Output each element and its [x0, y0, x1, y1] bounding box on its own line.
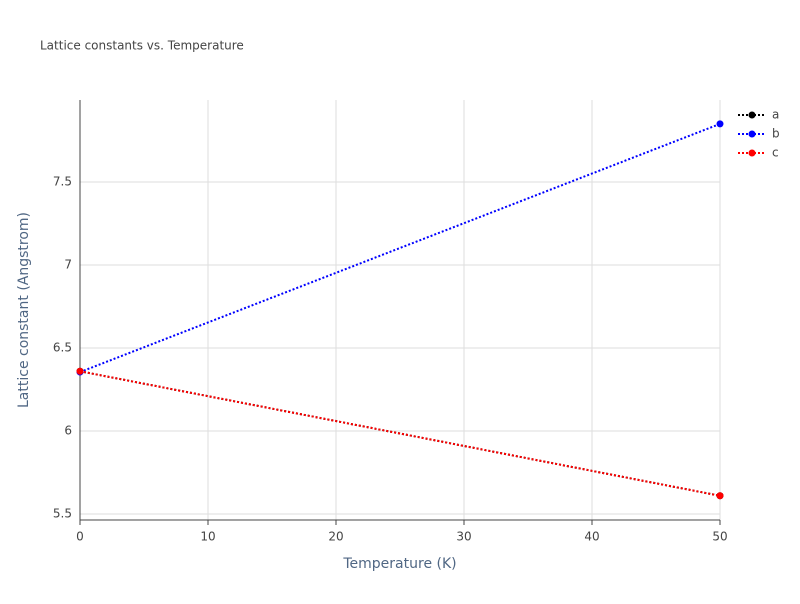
legend-label: a [772, 108, 779, 122]
x-axis-title: Temperature (K) [342, 556, 456, 572]
x-tick-label: 30 [456, 530, 471, 544]
legend-marker [748, 149, 756, 157]
y-axis-title: Lattice constant (Angstrom) [16, 212, 32, 408]
y-tick-label: 6 [64, 424, 72, 438]
x-tick-label: 20 [328, 530, 343, 544]
series-line [79, 122, 721, 374]
y-tick-label: 5.5 [53, 507, 72, 521]
y-tick-label: 7 [64, 258, 72, 272]
legend-label: b [772, 127, 780, 141]
point [76, 367, 84, 375]
legend-marker [748, 130, 756, 138]
y-tick-label: 6.5 [53, 341, 72, 355]
legend-label: c [772, 146, 779, 160]
y-tick-label: 7.5 [53, 175, 72, 189]
legend-marker [748, 111, 756, 119]
x-tick-label: 40 [584, 530, 599, 544]
series-line [79, 370, 721, 497]
x-tick-label: 10 [200, 530, 215, 544]
chart-title: Lattice constants vs. Temperature [40, 39, 244, 53]
x-tick-label: 0 [76, 530, 84, 544]
point [716, 120, 724, 128]
point [716, 492, 724, 500]
x-tick-label: 50 [712, 530, 727, 544]
